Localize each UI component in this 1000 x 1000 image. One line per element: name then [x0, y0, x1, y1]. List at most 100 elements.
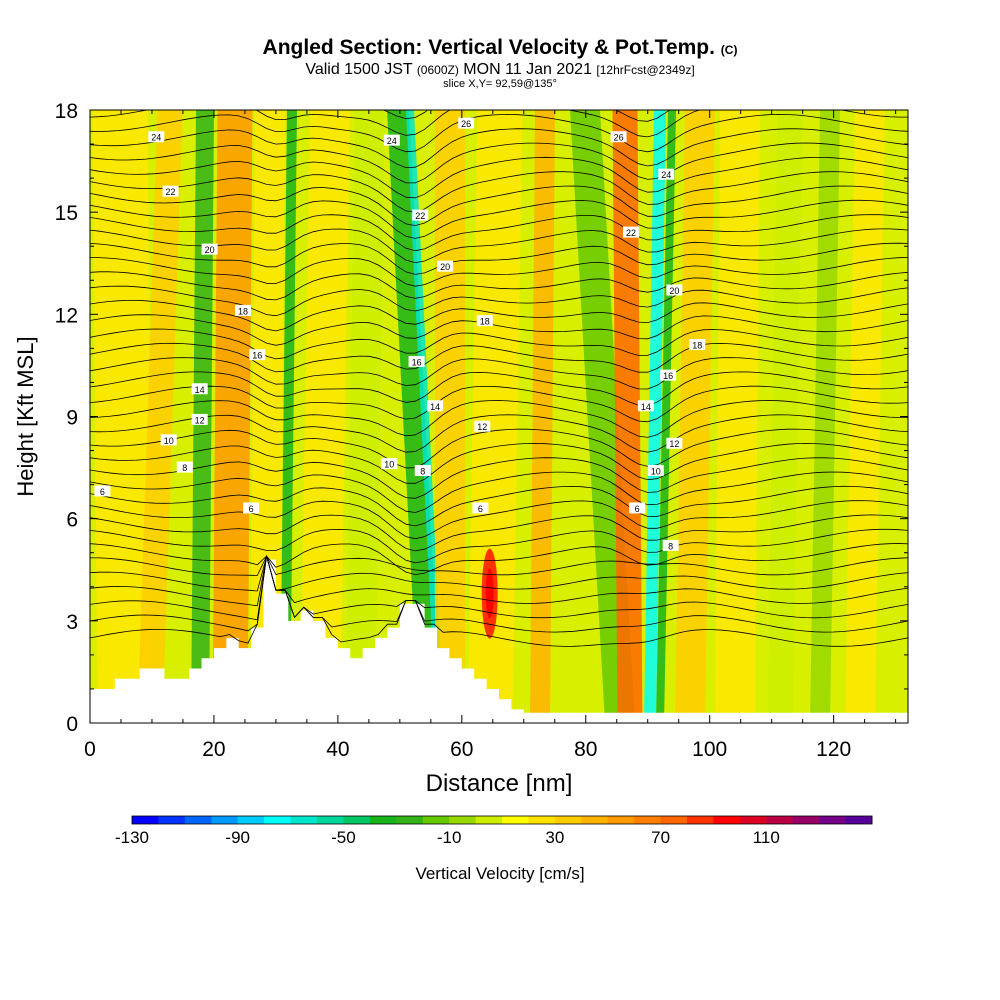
isentrope-label: 16 [408, 356, 425, 368]
colorbar-swatch [687, 816, 714, 824]
isentrope-label-bg [647, 464, 664, 476]
colorbar-swatch [554, 816, 582, 824]
isentrope-label-bg [437, 260, 454, 272]
y-tick-label: 12 [55, 304, 78, 327]
isentrope-line [90, 554, 908, 592]
isentrope-label-bg [637, 400, 654, 412]
isentrope-label-text: 18 [480, 317, 490, 327]
isentrope-label-text: 10 [384, 460, 394, 470]
isentrope-label-bg [162, 185, 179, 197]
velocity-band [92, 110, 153, 723]
isentrope-label-bg [94, 485, 111, 497]
isentrope-label-bg [610, 131, 627, 143]
isentrope-label: 14 [191, 383, 208, 395]
isentrope-label-bg [191, 413, 208, 425]
colorbar-swatch [184, 816, 212, 824]
colorbar-label: -10 [437, 828, 462, 847]
x-axis-label: Distance [nm] [426, 770, 573, 797]
isentrope-label: 22 [162, 185, 179, 197]
colorbar-swatch [343, 816, 371, 824]
isentrope-label-text: 22 [415, 211, 425, 221]
isentrope-label-text: 16 [252, 351, 262, 361]
colorbar-label: -90 [225, 828, 250, 847]
isentrope-label-bg [658, 168, 675, 180]
y-tick-label: 9 [66, 407, 78, 430]
isentrope-label: 12 [191, 413, 208, 425]
isentrope-line [90, 342, 908, 373]
isentrope-label-text: 24 [661, 170, 671, 180]
velocity-band [675, 110, 715, 723]
isentrope-label-text: 16 [412, 358, 422, 368]
isentrope-line [90, 314, 908, 346]
y-tick-label: 3 [66, 611, 78, 634]
isentrope-line [90, 242, 908, 275]
isentrope-label-text: 14 [641, 402, 651, 412]
isentrope-label-bg [414, 464, 431, 476]
colorbar-title: Vertical Velocity [cm/s] [415, 864, 585, 883]
isentrope-label-bg [474, 420, 491, 432]
isentrope-label-text: 6 [478, 504, 483, 514]
isentrope-label-bg [176, 461, 193, 473]
colorbar-swatch [713, 816, 741, 824]
colorbar-label: -50 [331, 828, 356, 847]
colorbar-swatch [449, 816, 477, 824]
isentrope-label: 6 [472, 502, 489, 514]
velocity-band [280, 110, 297, 723]
isentrope-line [90, 555, 908, 607]
colorbar-swatch [607, 816, 635, 824]
isentrope-label: 18 [235, 304, 252, 316]
colorbar-swatch [422, 816, 450, 824]
isentrope-label-bg [201, 243, 218, 255]
isentrope-line [90, 543, 908, 576]
velocity-band [467, 110, 523, 723]
terrain-mask [90, 559, 908, 723]
isentrope-line [90, 485, 908, 527]
x-tick-label: 20 [202, 738, 225, 761]
colorbar-label: -130 [115, 828, 149, 847]
colorbar-swatch [264, 816, 292, 824]
isentrope-label-text: 10 [164, 436, 174, 446]
isentrope-label: 12 [666, 437, 683, 449]
isentrope-line [90, 555, 908, 621]
isentrope-label-bg [472, 502, 489, 514]
isentrope-line [90, 371, 908, 407]
velocity-band [300, 110, 350, 723]
isentrope-label-bg [235, 304, 252, 316]
isentrope-line [90, 555, 908, 647]
velocity-band [406, 110, 444, 723]
isentrope-line [90, 171, 908, 213]
isentropes [90, 110, 908, 647]
isentrope-line [90, 414, 908, 453]
x-tick-label: 100 [692, 738, 727, 761]
colorbar-swatch [792, 816, 820, 824]
isentrope-line [90, 457, 908, 499]
terrain-shape [90, 559, 908, 723]
isentrope-label: 16 [249, 349, 266, 361]
isentrope-label-text: 12 [477, 422, 487, 432]
isentrope-label-bg [666, 437, 683, 449]
isentrope-label-text: 24 [387, 136, 397, 146]
isentrope-label-bg [408, 356, 425, 368]
isentrope-line [90, 214, 908, 252]
isentrope-line [90, 271, 908, 301]
isentrope-line [90, 442, 908, 484]
velocity-band [767, 110, 803, 723]
colorbar-swatch [845, 816, 873, 824]
isentrope-line [90, 142, 908, 184]
isentrope-label-text: 22 [626, 228, 636, 238]
isentrope-line [90, 500, 908, 540]
isentrope-label-text: 20 [440, 262, 450, 272]
isentrope-label: 12 [474, 420, 491, 432]
isentrope-label-text: 20 [205, 245, 215, 255]
colorbar-swatch [660, 816, 688, 824]
isentrope-label-text: 6 [249, 504, 254, 514]
isentrope-label-text: 8 [182, 463, 187, 473]
isentrope-label: 22 [622, 226, 639, 238]
colorbar-label: 110 [753, 828, 780, 847]
y-tick-label: 0 [66, 713, 78, 736]
isentrope-label-text: 14 [430, 402, 440, 412]
isentrope-label: 24 [658, 168, 675, 180]
isentrope-line [90, 128, 908, 169]
colorbar-swatch [528, 816, 556, 824]
